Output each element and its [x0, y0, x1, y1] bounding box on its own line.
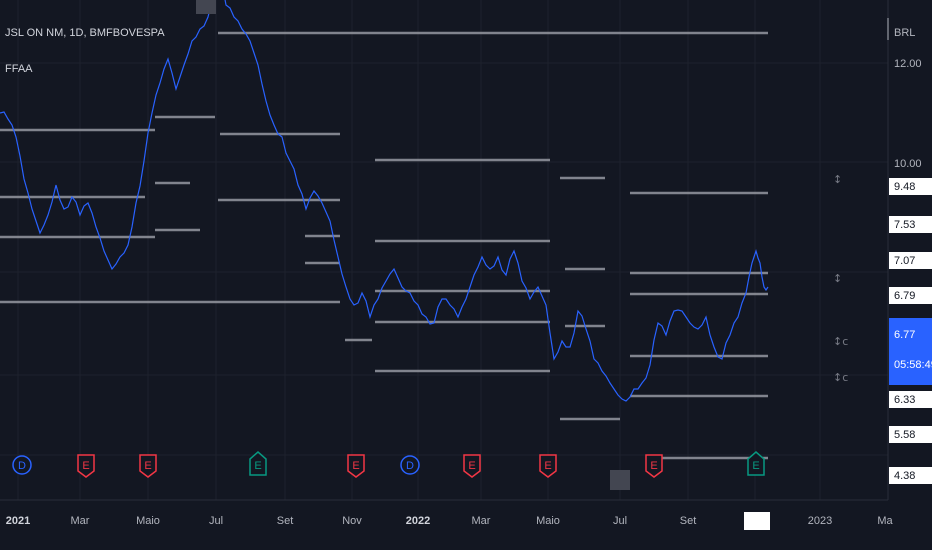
- grid-lines: [0, 0, 888, 500]
- earnings-marker[interactable]: E: [747, 451, 765, 476]
- arrow-marker: ↕: [833, 272, 842, 285]
- earnings-icon: [139, 454, 157, 478]
- time-tick-label: Mar: [472, 515, 491, 527]
- event-label: E: [82, 460, 89, 472]
- price-tick-label: 10.00: [894, 158, 922, 170]
- symbol-legend[interactable]: JSL ON NM, 1D, BMFBOVESPA: [5, 27, 165, 39]
- earnings-icon: [77, 454, 95, 478]
- arrow-marker: ↕c: [833, 371, 848, 384]
- price-tick-label: 12.00: [894, 58, 922, 70]
- price-label-box: [889, 216, 932, 233]
- time-tick-label: Maio: [536, 515, 560, 527]
- price-label: 4.38: [894, 470, 915, 482]
- currency-label: BRL: [894, 27, 915, 39]
- time-tick-label: 2022: [406, 515, 430, 527]
- earnings-marker[interactable]: E: [463, 454, 481, 478]
- dividend-marker[interactable]: D: [400, 455, 420, 475]
- dividend-marker[interactable]: D: [12, 455, 32, 475]
- earnings-marker[interactable]: E: [139, 454, 157, 478]
- price-label-box: [889, 178, 932, 195]
- price-label: 7.07: [894, 255, 915, 267]
- earnings-marker[interactable]: E: [77, 454, 95, 478]
- time-tick-label: Ma: [877, 515, 893, 527]
- price-label: 5.58: [894, 429, 915, 441]
- time-cursor-box: [744, 512, 770, 530]
- dividend-icon: [400, 455, 420, 475]
- price-label: 9.48: [894, 181, 915, 193]
- time-tick-label: 2021: [6, 515, 30, 527]
- last-price-box: [889, 318, 932, 385]
- event-label: D: [406, 460, 414, 472]
- time-tick-label: Jul: [613, 515, 627, 527]
- earnings-icon: [747, 451, 765, 476]
- time-axis[interactable]: 2021MarMaioJulSetNov2022MarMaioJulSetNov…: [0, 499, 894, 530]
- countdown-label: 05:58:49: [894, 359, 932, 371]
- price-axis[interactable]: BRL 12.00 10.00 9.48 7.53 7.07 6.79 6.33 5.58 4.3…: [887, 0, 932, 500]
- chart-markers: ↕ ↕ ↕c ↕c: [196, 0, 848, 490]
- earnings-icon: [249, 451, 267, 476]
- time-tick-label: Set: [277, 515, 294, 527]
- event-label: E: [752, 460, 759, 472]
- earnings-icon: [539, 454, 557, 478]
- price-label: 6.33: [894, 394, 915, 406]
- event-label: D: [18, 460, 26, 472]
- event-label: E: [144, 460, 151, 472]
- event-label: E: [254, 460, 261, 472]
- earnings-marker[interactable]: E: [347, 454, 365, 478]
- price-series: [0, 0, 769, 402]
- price-label-box: [889, 426, 932, 443]
- earnings-marker[interactable]: E: [249, 451, 267, 476]
- event-label: E: [544, 460, 551, 472]
- high-marker: [196, 0, 216, 14]
- last-price-label: 6.77: [894, 329, 915, 341]
- price-label: 6.79: [894, 290, 915, 302]
- level-lines: [0, 31, 768, 460]
- dividend-icon: [12, 455, 32, 475]
- earnings-icon: [463, 454, 481, 478]
- earnings-icon: [645, 454, 663, 478]
- price-label-box: [889, 467, 932, 484]
- arrow-marker: ↕: [833, 173, 842, 186]
- price-label-box: [889, 252, 932, 269]
- time-tick-label: 2023: [808, 515, 832, 527]
- low-marker: [610, 470, 630, 490]
- price-label: 7.53: [894, 219, 915, 231]
- price-line: [0, 0, 769, 402]
- time-tick-label: Nov: [342, 515, 362, 527]
- price-label-box: [889, 391, 932, 408]
- event-label: E: [468, 460, 475, 472]
- price-label-box: [889, 287, 932, 304]
- arrow-marker: ↕c: [833, 335, 848, 348]
- earnings-marker[interactable]: E: [539, 454, 557, 478]
- earnings-marker[interactable]: E: [645, 454, 663, 478]
- time-tick-label: Mar: [71, 515, 90, 527]
- indicator-legend[interactable]: FFAA: [5, 63, 33, 75]
- time-tick-label: Maio: [136, 515, 160, 527]
- earnings-icon: [347, 454, 365, 478]
- event-label: E: [352, 460, 359, 472]
- time-tick-label: Set: [680, 515, 697, 527]
- time-tick-label: Jul: [209, 515, 223, 527]
- event-label: E: [650, 460, 657, 472]
